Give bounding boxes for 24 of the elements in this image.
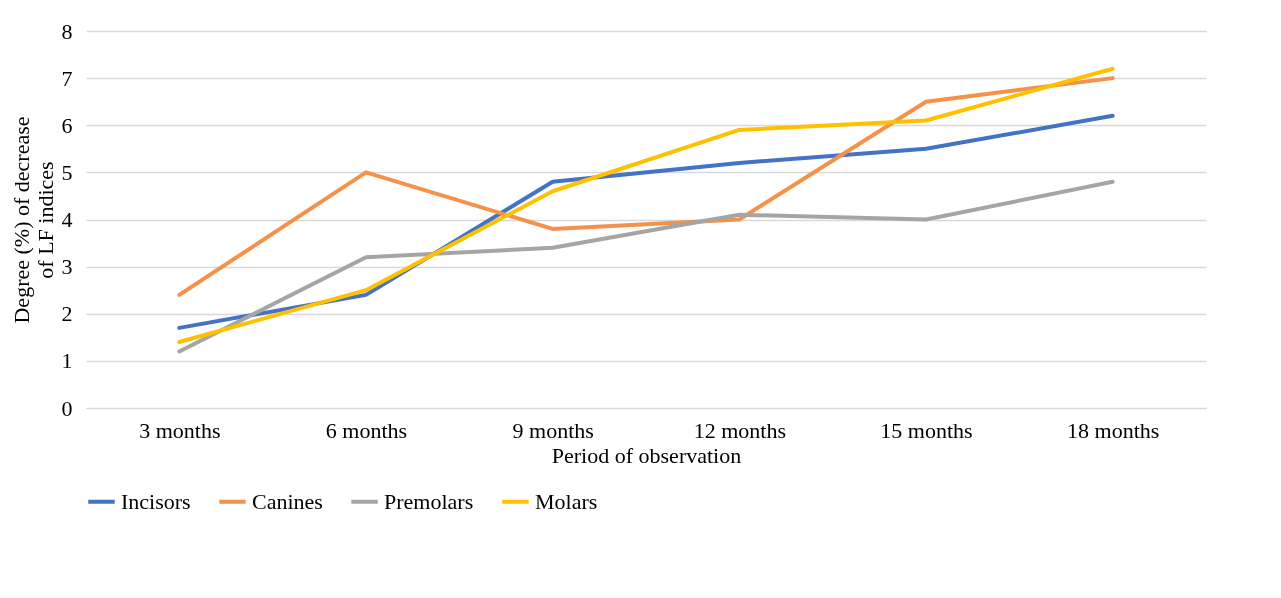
legend-label: Incisors [121, 488, 191, 514]
x-tick-label: 18 months [1067, 417, 1160, 443]
legend-label: Premolars [384, 488, 474, 514]
x-tick-label: 3 months [139, 417, 221, 443]
legend-label: Molars [535, 488, 598, 514]
line-series [177, 179, 1115, 354]
y-tick-label: 3 [61, 254, 73, 280]
x-tick-label: 6 months [325, 417, 408, 443]
x-axis-title: Period of observation [551, 442, 742, 468]
x-tick-label: 12 months [693, 417, 786, 443]
y-tick-label: 6 [61, 112, 73, 138]
y-tick-label: 7 [61, 65, 73, 91]
x-tick-label: 9 months [512, 417, 594, 443]
line-series [177, 76, 1115, 297]
y-tick-label: 0 [61, 395, 73, 421]
y-tick-label: 1 [61, 348, 73, 374]
y-axis-title: Degree (%) of decrease of LF indices [8, 116, 58, 324]
x-tick-label: 15 months [880, 417, 973, 443]
y-tick-label: 8 [61, 18, 73, 44]
y-tick-label: 2 [61, 301, 73, 327]
y-tick-label: 5 [61, 159, 73, 185]
line-series [177, 66, 1115, 345]
legend-label: Canines [252, 488, 323, 514]
y-tick-label: 4 [61, 207, 73, 232]
